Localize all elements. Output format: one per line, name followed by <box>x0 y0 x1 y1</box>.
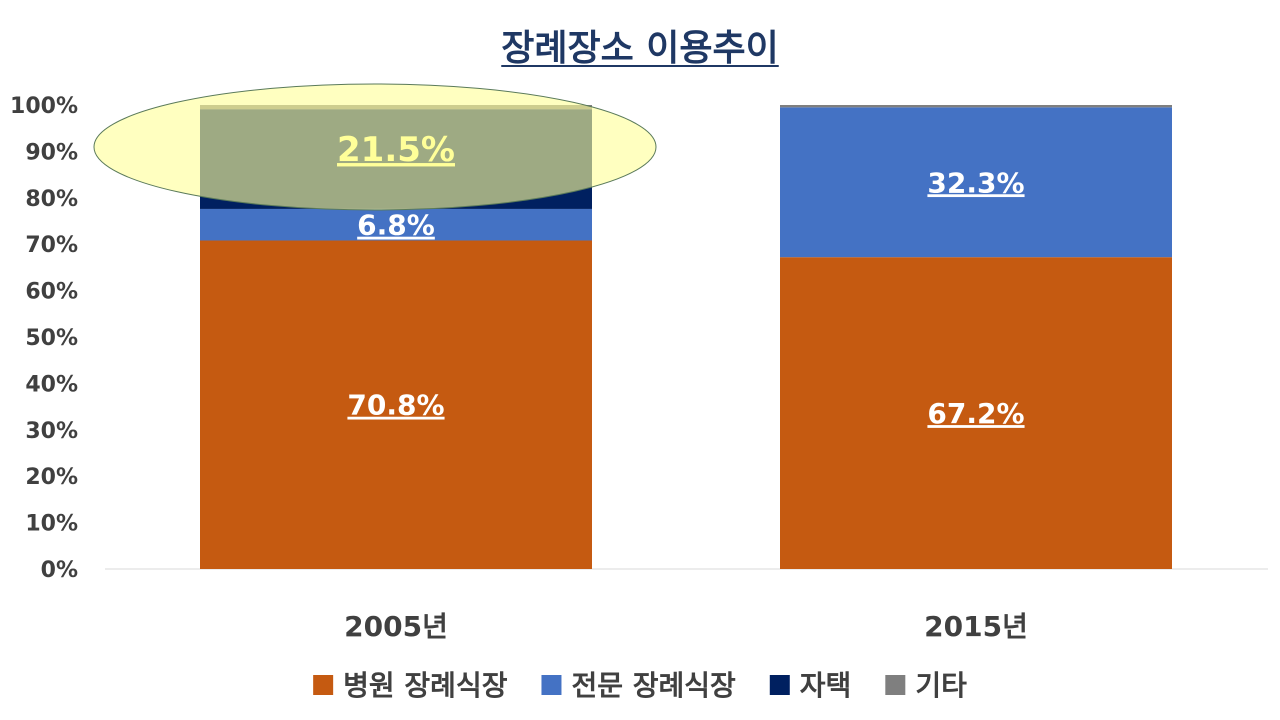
legend-swatch <box>885 675 906 695</box>
bar-segment-series-0-cat-0 <box>200 240 592 569</box>
legend-swatch <box>313 675 334 695</box>
legend-label: 기타 <box>915 669 967 702</box>
legend-item-3: 기타 <box>885 669 967 702</box>
y-tick-label: 90% <box>25 140 78 165</box>
data-label-series-0-cat-1: 67.2% <box>927 397 1024 430</box>
highlight-ellipse <box>93 83 657 211</box>
y-tick-label: 20% <box>25 465 78 490</box>
legend-swatch <box>769 675 790 695</box>
bar-segment-series-1-cat-1 <box>780 107 1172 258</box>
legend-item-1: 전문 장례식장 <box>541 669 736 702</box>
data-label-series-0-cat-0: 70.8% <box>347 389 444 422</box>
y-tick-label: 0% <box>41 558 78 583</box>
y-tick-label: 80% <box>25 187 78 212</box>
y-tick-label: 100% <box>10 94 78 119</box>
x-tick-label: 2015년 <box>924 610 1028 643</box>
y-tick-label: 40% <box>25 372 78 397</box>
chart-title: 장례장소 이용추이 <box>501 28 779 69</box>
x-axis: 2005년 2015년 <box>344 610 1028 643</box>
x-tick-label: 2005년 <box>344 610 448 643</box>
y-tick-label: 10% <box>25 512 78 537</box>
bar-segment-series-0-cat-1 <box>780 257 1172 569</box>
legend-label: 전문 장례식장 <box>571 669 736 702</box>
y-tick-label: 60% <box>25 280 78 305</box>
legend-swatch <box>541 675 562 695</box>
data-label-series-1-cat-1: 32.3% <box>927 166 1024 199</box>
y-axis: 0% 10% 20% 30% 40% 50% 60% 70% 80% 90% 100% <box>10 94 78 583</box>
legend-item-0: 병원 장례식장 <box>313 669 508 702</box>
y-tick-label: 50% <box>25 326 78 351</box>
y-tick-label: 30% <box>25 419 78 444</box>
legend-label: 자택 <box>800 669 852 702</box>
data-label-series-1-cat-0: 6.8% <box>357 209 435 242</box>
data-labels: 70.8% 67.2% 6.8% 32.3% 21.5% <box>337 130 1025 430</box>
y-tick-label: 70% <box>25 233 78 258</box>
highlight-layer <box>93 83 657 211</box>
legend: 병원 장례식장 전문 장례식장 자택 기타 <box>313 669 967 702</box>
data-label-series-2-cat-0: 21.5% <box>337 130 455 170</box>
bars <box>200 105 1172 569</box>
legend-label: 병원 장례식장 <box>343 669 508 702</box>
legend-item-2: 자택 <box>769 669 852 702</box>
bar-segment-series-3-cat-1 <box>780 105 1172 108</box>
bar-segment-series-1-cat-0 <box>200 208 592 241</box>
